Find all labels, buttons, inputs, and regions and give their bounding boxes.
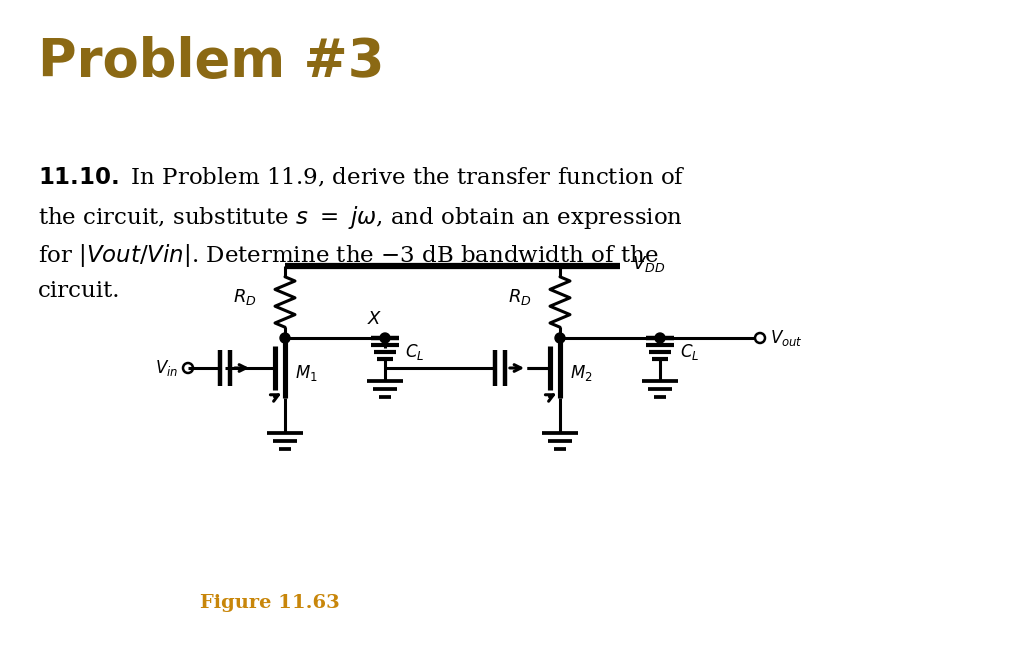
Text: circuit.: circuit. xyxy=(38,280,121,302)
Text: $C_L$: $C_L$ xyxy=(680,342,699,362)
Text: $C_L$: $C_L$ xyxy=(406,342,424,362)
Text: $M_1$: $M_1$ xyxy=(295,363,317,383)
Text: $M_2$: $M_2$ xyxy=(570,363,593,383)
Text: $X$: $X$ xyxy=(368,310,383,328)
Text: $V_{out}$: $V_{out}$ xyxy=(770,328,803,348)
Text: $V_{DD}$: $V_{DD}$ xyxy=(632,254,666,274)
Text: Problem #3: Problem #3 xyxy=(38,36,384,88)
Circle shape xyxy=(380,333,390,343)
Circle shape xyxy=(555,333,565,343)
Circle shape xyxy=(280,333,290,343)
Text: the circuit, substitute $s$ $=$ $j\omega$, and obtain an expression: the circuit, substitute $s$ $=$ $j\omega… xyxy=(38,204,683,231)
Circle shape xyxy=(655,333,665,343)
Text: for $|Vout/Vin|$. Determine the $-$3 dB bandwidth of the: for $|Vout/Vin|$. Determine the $-$3 dB … xyxy=(38,242,658,269)
Text: $R_D$: $R_D$ xyxy=(508,287,532,307)
Text: Figure 11.63: Figure 11.63 xyxy=(200,594,340,612)
Text: $\mathbf{11.10.}$ In Problem 11.9, derive the transfer function of: $\mathbf{11.10.}$ In Problem 11.9, deriv… xyxy=(38,166,686,189)
Text: $R_D$: $R_D$ xyxy=(233,287,257,307)
Text: $V_{in}$: $V_{in}$ xyxy=(155,358,178,378)
